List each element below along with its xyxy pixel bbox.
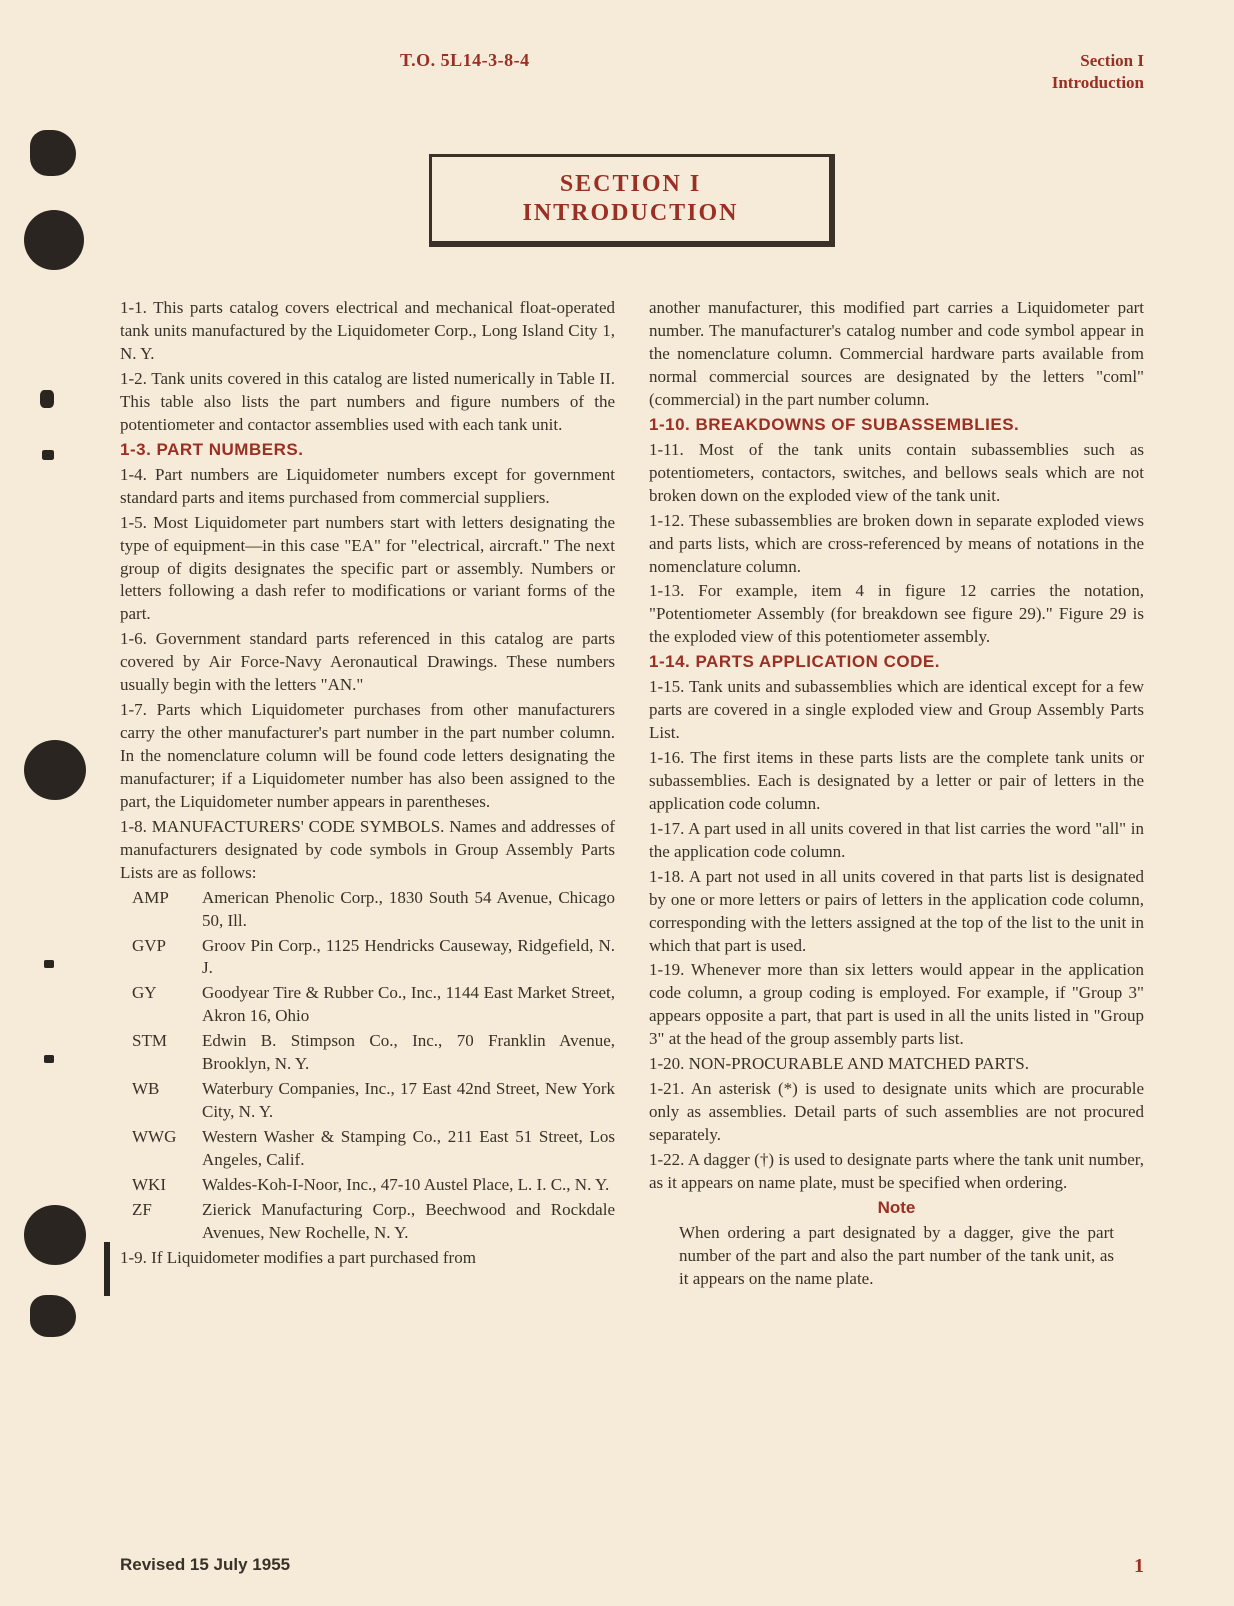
mfr-code: STM (120, 1030, 202, 1076)
para-cont: another manufacturer, this modified part… (649, 297, 1144, 412)
manufacturer-list: AMP American Phenolic Corp., 1830 South … (120, 887, 615, 1245)
para-1-11: 1-11. Most of the tank units contain sub… (649, 439, 1144, 508)
para-1-19: 1-19. Whenever more than six letters wou… (649, 959, 1144, 1051)
para-1-16: 1-16. The first items in these parts lis… (649, 747, 1144, 816)
para-1-15: 1-15. Tank units and subassemblies which… (649, 676, 1144, 745)
subhead-1-14: 1-14. PARTS APPLICATION CODE. (649, 651, 1144, 674)
mfr-code: ZF (120, 1199, 202, 1245)
mfr-addr: Western Washer & Stamping Co., 211 East … (202, 1126, 615, 1172)
section-box-line1: SECTION I (522, 171, 738, 198)
mfr-code: WKI (120, 1174, 202, 1197)
mfr-row: ZF Zierick Manufacturing Corp., Beechwoo… (120, 1199, 615, 1245)
mfr-row: GY Goodyear Tire & Rubber Co., Inc., 114… (120, 982, 615, 1028)
para-1-5: 1-5. Most Liquidometer part numbers star… (120, 512, 615, 627)
note-body: When ordering a part designated by a dag… (649, 1222, 1144, 1291)
mfr-addr: Edwin B. Stimpson Co., Inc., 70 Franklin… (202, 1030, 615, 1076)
mfr-row: WKI Waldes-Koh-I-Noor, Inc., 47-10 Auste… (120, 1174, 615, 1197)
page-header: T.O. 5L14-3-8-4 Section I Introduction (120, 50, 1144, 94)
para-1-2: 1-2. Tank units covered in this catalog … (120, 368, 615, 437)
para-1-20: 1-20. NON-PROCURABLE AND MATCHED PARTS. (649, 1053, 1144, 1076)
mfr-addr: Waterbury Companies, Inc., 17 East 42nd … (202, 1078, 615, 1124)
mfr-code: GY (120, 982, 202, 1028)
note-heading: Note (649, 1197, 1144, 1220)
subhead-1-10: 1-10. BREAKDOWNS OF SUBASSEMBLIES. (649, 414, 1144, 437)
mfr-code: GVP (120, 935, 202, 981)
section-title-box: SECTION I INTRODUCTION (429, 154, 834, 247)
para-1-22: 1-22. A dagger (†) is used to designate … (649, 1149, 1144, 1195)
body-columns: 1-1. This parts catalog covers electrica… (120, 297, 1144, 1290)
mfr-addr: American Phenolic Corp., 1830 South 54 A… (202, 887, 615, 933)
para-1-4: 1-4. Part numbers are Liquidometer numbe… (120, 464, 615, 510)
section-label: Section I (1052, 50, 1144, 72)
para-1-1: 1-1. This parts catalog covers electrica… (120, 297, 615, 366)
mfr-row: WWG Western Washer & Stamping Co., 211 E… (120, 1126, 615, 1172)
mfr-code: AMP (120, 887, 202, 933)
mfr-addr: Goodyear Tire & Rubber Co., Inc., 1144 E… (202, 982, 615, 1028)
intro-label: Introduction (1052, 72, 1144, 94)
para-1-7: 1-7. Parts which Liquidometer purchases … (120, 699, 615, 814)
para-1-21: 1-21. An asterisk (*) is used to designa… (649, 1078, 1144, 1147)
para-1-13: 1-13. For example, item 4 in figure 12 c… (649, 580, 1144, 649)
mfr-row: AMP American Phenolic Corp., 1830 South … (120, 887, 615, 933)
para-1-6: 1-6. Government standard parts reference… (120, 628, 615, 697)
para-1-18: 1-18. A part not used in all units cover… (649, 866, 1144, 958)
section-box-line2: INTRODUCTION (522, 200, 738, 227)
page-container: T.O. 5L14-3-8-4 Section I Introduction S… (0, 0, 1234, 1606)
page-footer: Revised 15 July 1955 1 (120, 1555, 1144, 1578)
mfr-addr: Groov Pin Corp., 1125 Hendricks Causeway… (202, 935, 615, 981)
para-1-12: 1-12. These subassemblies are broken dow… (649, 510, 1144, 579)
mfr-code: WB (120, 1078, 202, 1124)
subhead-1-3: 1-3. PART NUMBERS. (120, 439, 615, 462)
mfr-row: WB Waterbury Companies, Inc., 17 East 42… (120, 1078, 615, 1124)
mfr-row: GVP Groov Pin Corp., 1125 Hendricks Caus… (120, 935, 615, 981)
revised-date: Revised 15 July 1955 (120, 1555, 290, 1578)
to-number: T.O. 5L14-3-8-4 (400, 50, 530, 71)
mfr-addr: Zierick Manufacturing Corp., Beechwood a… (202, 1199, 615, 1245)
para-1-17: 1-17. A part used in all units covered i… (649, 818, 1144, 864)
para-1-8: 1-8. MANUFACTURERS' CODE SYMBOLS. Names … (120, 816, 615, 885)
para-1-9: 1-9. If Liquidometer modifies a part pur… (120, 1247, 615, 1270)
header-right: Section I Introduction (1052, 50, 1144, 94)
page-number: 1 (1134, 1555, 1144, 1578)
mfr-addr: Waldes-Koh-I-Noor, Inc., 47-10 Austel Pl… (202, 1174, 615, 1197)
mfr-row: STM Edwin B. Stimpson Co., Inc., 70 Fran… (120, 1030, 615, 1076)
mfr-code: WWG (120, 1126, 202, 1172)
